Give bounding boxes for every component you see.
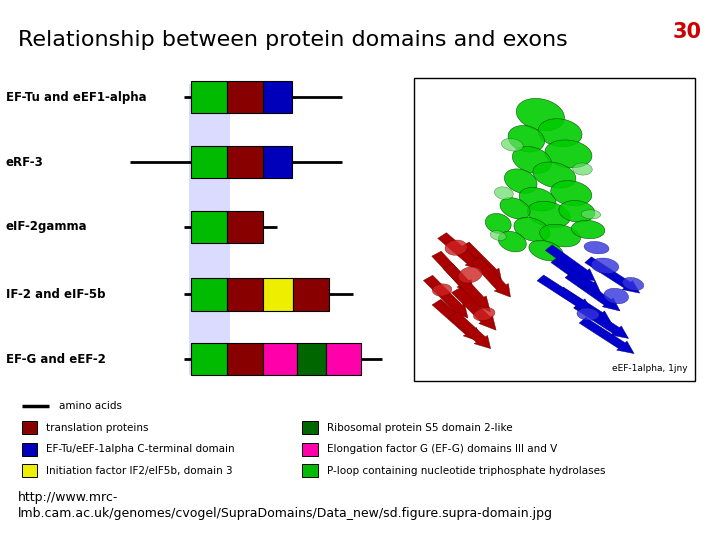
Text: amino acids: amino acids: [59, 401, 122, 411]
FancyArrow shape: [432, 299, 482, 342]
FancyArrow shape: [451, 287, 496, 330]
Ellipse shape: [514, 218, 550, 241]
Text: eEF-1alpha, 1jny: eEF-1alpha, 1jny: [612, 363, 688, 373]
Ellipse shape: [500, 198, 530, 219]
Bar: [302, 421, 318, 434]
Text: eRF-3: eRF-3: [6, 156, 43, 168]
Text: eIF-2gamma: eIF-2gamma: [6, 220, 87, 233]
FancyArrow shape: [449, 312, 490, 349]
Ellipse shape: [501, 138, 523, 151]
FancyArrow shape: [574, 302, 629, 339]
Bar: [263, 146, 292, 178]
Bar: [293, 278, 329, 310]
FancyArrow shape: [557, 287, 612, 323]
Text: P-loop containing nucleotide triphosphate hydrolases: P-loop containing nucleotide triphosphat…: [327, 466, 606, 476]
Text: Ribosomal protein S5 domain 2-like: Ribosomal protein S5 domain 2-like: [327, 423, 513, 433]
Ellipse shape: [533, 162, 576, 188]
Bar: [227, 278, 263, 310]
FancyArrow shape: [545, 245, 595, 281]
Ellipse shape: [545, 140, 592, 168]
Ellipse shape: [519, 187, 556, 211]
Bar: [22, 443, 37, 456]
FancyArrow shape: [423, 275, 468, 318]
Bar: [297, 343, 326, 375]
Ellipse shape: [498, 231, 526, 252]
Bar: [263, 343, 297, 375]
Ellipse shape: [529, 240, 563, 261]
Ellipse shape: [495, 187, 513, 200]
FancyArrow shape: [438, 233, 482, 270]
Ellipse shape: [445, 240, 467, 255]
Bar: [326, 343, 361, 375]
Ellipse shape: [591, 258, 618, 274]
FancyArrow shape: [551, 257, 601, 293]
Bar: [263, 278, 293, 310]
FancyArrow shape: [460, 242, 502, 282]
Ellipse shape: [551, 180, 592, 206]
Ellipse shape: [581, 210, 600, 219]
FancyArrow shape: [443, 264, 490, 312]
FancyArrow shape: [579, 318, 634, 354]
Ellipse shape: [505, 169, 537, 193]
Text: Initiation factor IF2/eIF5b, domain 3: Initiation factor IF2/eIF5b, domain 3: [46, 466, 233, 476]
Text: Elongation factor G (EF-G) domains III and V: Elongation factor G (EF-G) domains III a…: [327, 444, 557, 454]
Text: EF-Tu and eEF1-alpha: EF-Tu and eEF1-alpha: [6, 91, 146, 104]
Text: EF-G and eEF-2: EF-G and eEF-2: [6, 353, 106, 366]
Ellipse shape: [584, 241, 609, 254]
Ellipse shape: [538, 119, 582, 147]
FancyArrow shape: [565, 272, 620, 311]
Ellipse shape: [572, 163, 593, 175]
FancyArrow shape: [537, 275, 592, 311]
Bar: [191, 146, 227, 178]
Bar: [189, 84, 230, 375]
FancyArrow shape: [585, 257, 640, 293]
Bar: [227, 211, 263, 243]
Ellipse shape: [577, 308, 599, 320]
Ellipse shape: [433, 284, 451, 296]
Bar: [414, 78, 695, 381]
Bar: [227, 81, 263, 113]
Ellipse shape: [516, 98, 564, 131]
Bar: [302, 443, 318, 456]
Bar: [191, 81, 227, 113]
Text: Relationship between protein domains and exons: Relationship between protein domains and…: [18, 30, 568, 51]
Bar: [263, 81, 292, 113]
Ellipse shape: [485, 213, 511, 233]
Text: http://www.mrc-
lmb.cam.ac.uk/genomes/cvogel/SupraDomains/Data_new/sd.figure.sup: http://www.mrc- lmb.cam.ac.uk/genomes/cv…: [18, 491, 553, 521]
Bar: [191, 211, 227, 243]
Ellipse shape: [458, 267, 482, 283]
Ellipse shape: [540, 224, 580, 247]
Ellipse shape: [508, 125, 544, 152]
Text: IF-2 and eIF-5b: IF-2 and eIF-5b: [6, 288, 105, 301]
Ellipse shape: [559, 200, 595, 222]
Ellipse shape: [490, 231, 506, 240]
FancyArrow shape: [471, 257, 510, 297]
Bar: [191, 278, 227, 310]
Text: 30: 30: [673, 22, 702, 42]
Ellipse shape: [622, 278, 644, 291]
Bar: [191, 343, 227, 375]
Bar: [302, 464, 318, 477]
Bar: [22, 421, 37, 434]
Bar: [22, 464, 37, 477]
Text: EF-Tu/eEF-1alpha C-terminal domain: EF-Tu/eEF-1alpha C-terminal domain: [46, 444, 235, 454]
Bar: [227, 343, 263, 375]
Ellipse shape: [572, 220, 605, 239]
Text: translation proteins: translation proteins: [46, 423, 148, 433]
Bar: [227, 146, 263, 178]
FancyArrow shape: [432, 251, 474, 294]
Ellipse shape: [513, 146, 552, 173]
Ellipse shape: [604, 288, 629, 304]
Ellipse shape: [474, 308, 495, 321]
Ellipse shape: [527, 201, 570, 227]
